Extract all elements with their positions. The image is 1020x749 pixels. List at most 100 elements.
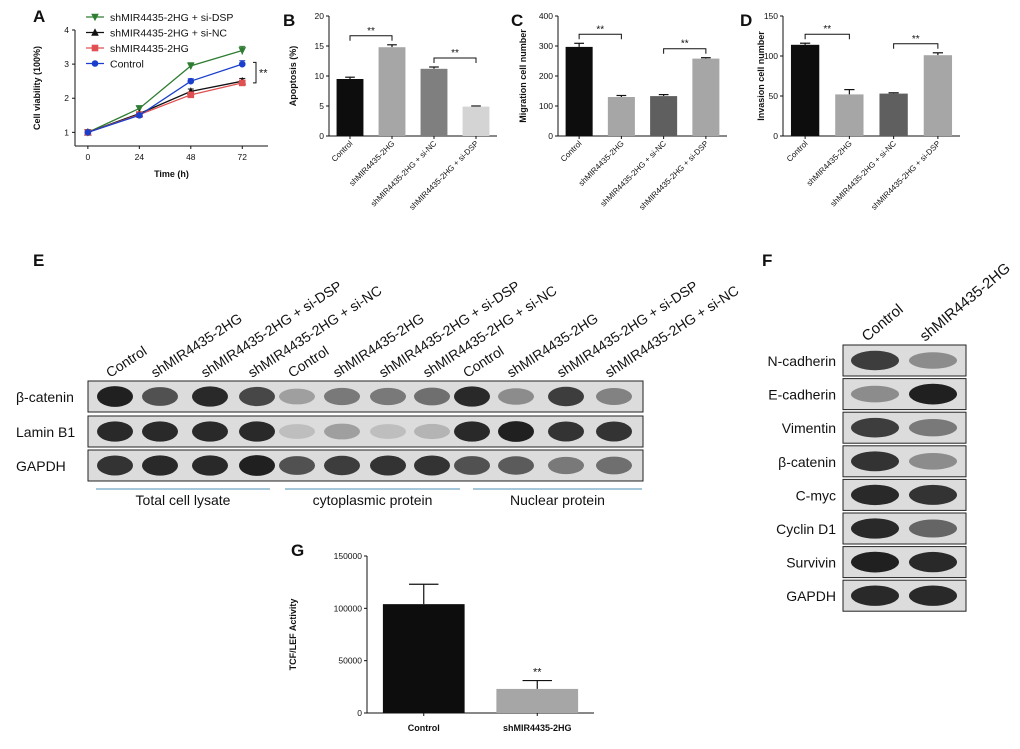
x-tick-label-b: shMIR4435-2HG + si-DSP [408, 139, 481, 212]
data-point-a [238, 79, 246, 87]
blot-band-e [596, 456, 632, 475]
series-line-a [87, 63, 243, 133]
significance-bracket-d [893, 43, 939, 49]
blot-band-f [851, 551, 899, 573]
y-tick-label-g: 50000 [338, 656, 362, 666]
bar-b [420, 68, 448, 136]
group-label-e: Total cell lysate [136, 492, 231, 508]
legend-marker-a [91, 13, 99, 22]
blot-band-f [851, 417, 899, 438]
significance-label-g: ** [533, 667, 542, 679]
blot-band-f [909, 383, 957, 405]
legend-marker-a [91, 44, 99, 52]
lane-label-e: Control [103, 343, 150, 381]
blot-band-e [370, 455, 406, 476]
significance-bracket-a [253, 61, 257, 84]
y-tick-label-a: 4 [64, 25, 69, 35]
significance-bracket-c [578, 33, 622, 40]
blot-band-e [142, 455, 178, 476]
blot-band-e [279, 456, 315, 475]
bar-c [692, 58, 720, 136]
blot-band-f [851, 518, 899, 539]
x-tick-label-a: 48 [186, 152, 196, 162]
blot-band-e [97, 455, 133, 476]
x-tick-label-b: Control [330, 139, 355, 164]
blot-band-e [414, 455, 450, 476]
blot-band-f [851, 585, 899, 606]
legend-marker-a [91, 28, 99, 36]
bar-d [879, 93, 908, 136]
lane-label-f: Control [859, 301, 907, 345]
blot-band-e [548, 421, 584, 442]
y-tick-label-g: 150000 [334, 551, 363, 561]
group-label-e: cytoplasmic protein [313, 492, 433, 508]
blot-band-e [548, 386, 584, 407]
row-label-e: GAPDH [16, 458, 66, 474]
x-tick-label-c: shMIR4435-2HG [577, 139, 626, 188]
blot-band-e [324, 423, 360, 440]
y-tick-label-d: 0 [773, 131, 778, 141]
blot-band-e [142, 421, 178, 442]
blot-band-f [851, 451, 899, 472]
significance-label-c: ** [596, 24, 604, 35]
panel-label-b: B [283, 11, 295, 30]
significance-label-b: ** [451, 48, 459, 59]
y-tick-label-d: 50 [769, 91, 779, 101]
data-point-a [136, 111, 143, 119]
y-tick-label-c: 200 [539, 71, 553, 81]
y-axis-title-a: Cell viability (100%) [32, 46, 42, 130]
y-tick-label-c: 0 [548, 131, 553, 141]
bar-d [790, 44, 820, 136]
x-tick-label-c: shMIR4435-2HG + si-DSP [637, 139, 710, 212]
legend-label-a: Control [110, 59, 144, 71]
blot-band-f [909, 452, 957, 470]
bar-g [382, 604, 465, 713]
y-tick-label-b: 15 [315, 41, 325, 51]
panel-label-d: D [740, 11, 752, 30]
data-point-a [187, 62, 195, 71]
data-point-a [187, 77, 195, 85]
row-label-e: β-catenin [16, 389, 74, 405]
panel-label-a: A [33, 7, 45, 26]
y-tick-label-c: 300 [539, 41, 553, 51]
y-tick-label-d: 100 [764, 51, 778, 61]
y-tick-label-g: 0 [357, 708, 362, 718]
significance-bracket-c [663, 48, 707, 54]
lane-label-f: shMIR4435-2HG [917, 260, 1014, 345]
bar-c [650, 96, 678, 136]
x-tick-label-d: shMIR4435-2HG [805, 139, 854, 188]
x-axis-title-a: Time (h) [154, 169, 189, 179]
data-point-a [135, 105, 144, 113]
data-point-a [84, 129, 92, 136]
row-label-f: Cyclin D1 [776, 521, 836, 537]
row-label-f: E-cadherin [768, 387, 836, 403]
y-tick-label-b: 10 [315, 71, 325, 81]
significance-label-a: ** [259, 68, 268, 80]
blot-band-f [909, 352, 957, 369]
y-tick-label-a: 3 [64, 59, 69, 69]
blot-band-e [324, 387, 360, 406]
data-point-a [238, 47, 247, 55]
significance-label-b: ** [367, 26, 375, 37]
series-line-a [87, 49, 243, 133]
blot-band-e [192, 386, 228, 407]
legend-label-a: shMIR4435-2HG [110, 43, 189, 55]
panel-label-g: G [291, 541, 304, 560]
blot-band-f [909, 519, 957, 538]
blot-band-e [324, 455, 360, 476]
data-point-a [187, 91, 195, 99]
row-label-f: C-myc [796, 487, 836, 503]
bar-c [607, 97, 635, 136]
y-tick-label-a: 2 [64, 93, 69, 103]
y-axis-title-d: Invasion cell number [756, 31, 766, 121]
blot-band-f [851, 484, 899, 506]
blot-band-e [239, 421, 275, 442]
blot-band-e [596, 388, 632, 405]
y-tick-label-b: 20 [315, 11, 325, 21]
y-tick-label-c: 400 [539, 11, 553, 21]
y-tick-label-d: 150 [764, 11, 778, 21]
row-label-e: Lamin B1 [16, 424, 75, 440]
panel-label-e: E [33, 251, 44, 270]
significance-label-d: ** [912, 34, 920, 45]
